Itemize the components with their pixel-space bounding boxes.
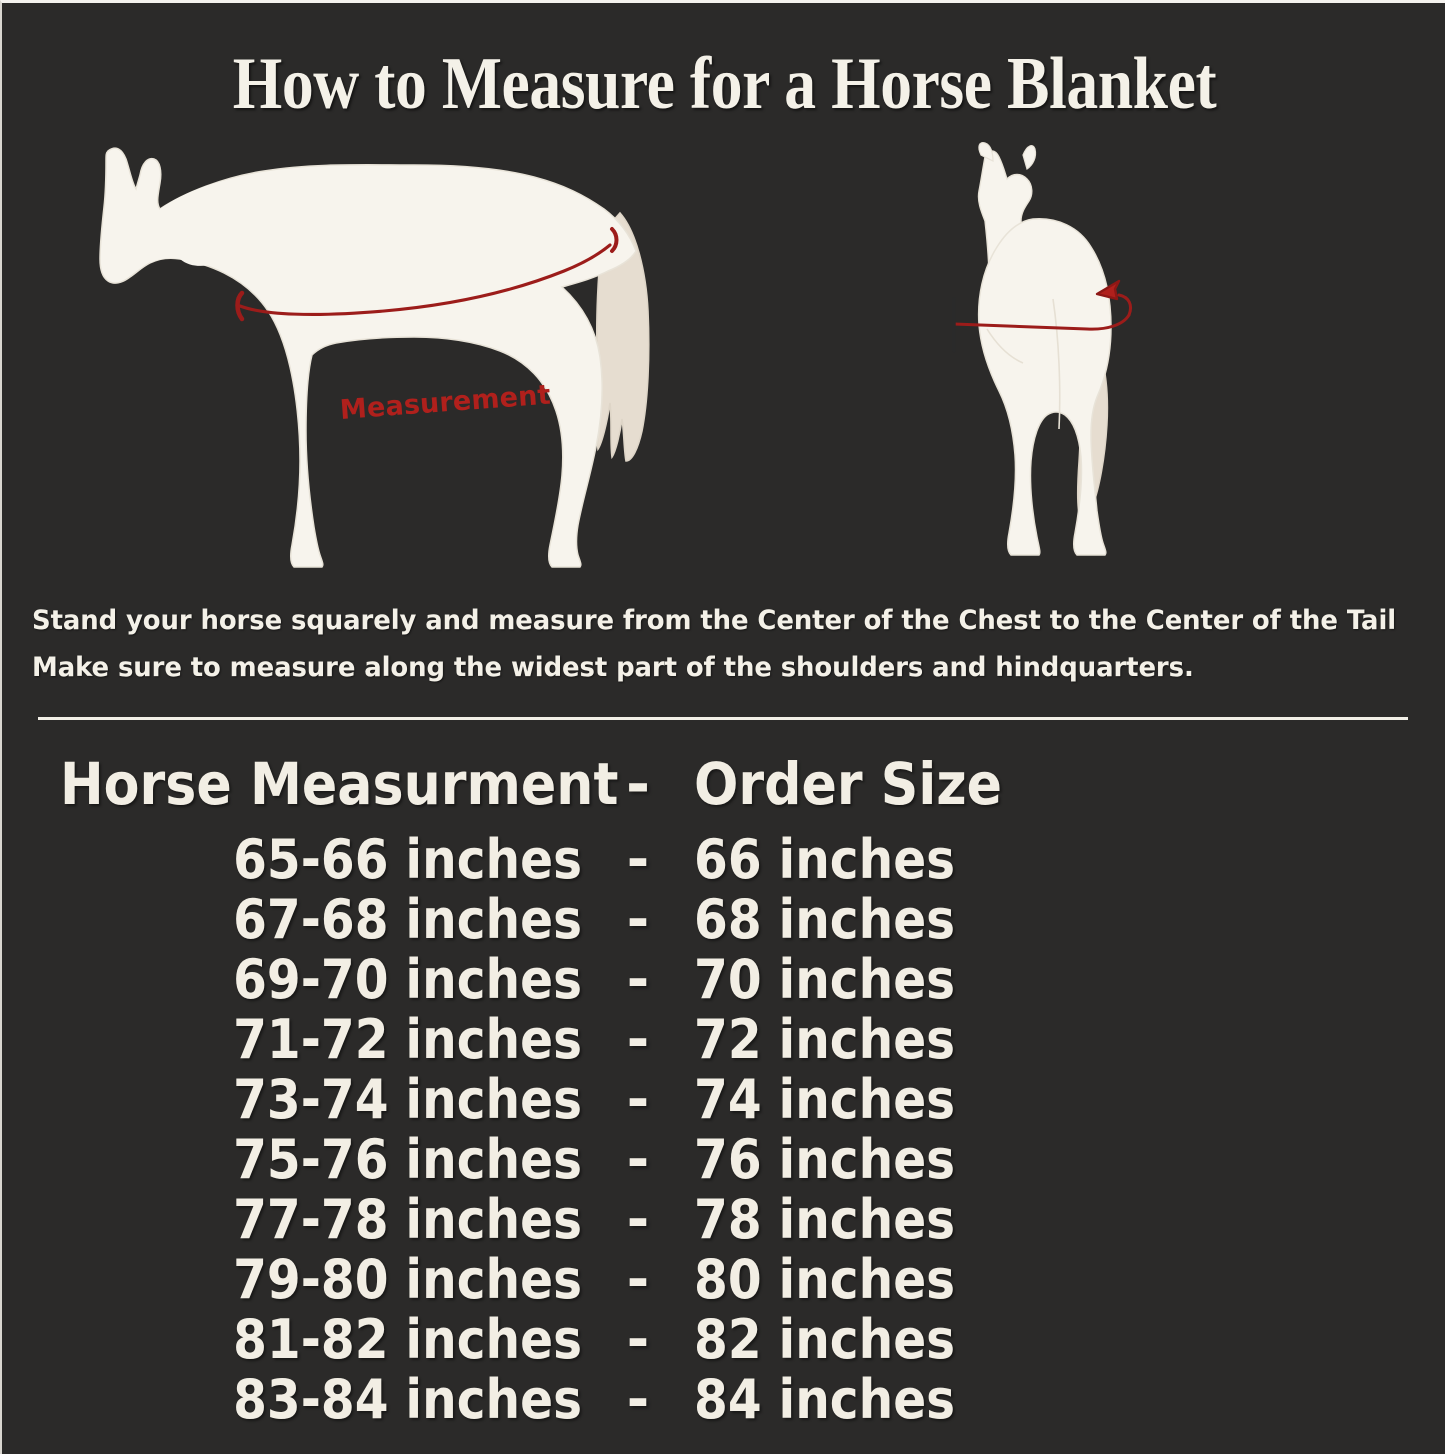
table-row: 69-70 inches - 70 inches [2,950,1445,1010]
cell-order-size: 84 inches [694,1368,956,1431]
size-chart-table: Horse Measurment - Order Size 65-66 inch… [2,738,1445,1430]
table-row: 73-74 inches - 74 inches [2,1070,1445,1130]
cell-horse-measurement: 71-72 inches [233,1008,582,1071]
instructions-line-1: Stand your horse squarely and measure fr… [32,605,1397,636]
cell-horse-measurement: 79-80 inches [233,1248,582,1311]
cell-order-size: 66 inches [694,828,956,891]
cell-separator: - [626,1008,650,1071]
table-row: 71-72 inches - 72 inches [2,1010,1445,1070]
cell-horse-measurement: 67-68 inches [233,888,582,951]
cell-separator: - [626,1308,650,1371]
table-row: 83-84 inches - 84 inches [2,1370,1445,1430]
cell-horse-measurement: 77-78 inches [233,1188,582,1251]
cell-order-size: 82 inches [694,1308,956,1371]
cell-order-size: 76 inches [694,1128,956,1191]
cell-order-size: 80 inches [694,1248,956,1311]
cell-order-size: 78 inches [694,1188,956,1251]
cell-order-size: 70 inches [694,948,956,1011]
column-header-separator: - [625,750,651,818]
cell-order-size: 68 inches [694,888,956,951]
cell-horse-measurement: 83-84 inches [233,1368,582,1431]
instructions-text: Stand your horse squarely and measure fr… [32,597,1397,691]
cell-horse-measurement: 65-66 inches [233,828,582,891]
cell-horse-measurement: 69-70 inches [233,948,582,1011]
cell-separator: - [626,1248,650,1311]
cell-separator: - [626,828,650,891]
cell-separator: - [626,1128,650,1191]
cell-order-size: 72 inches [694,1008,956,1071]
cell-horse-measurement: 81-82 inches [233,1308,582,1371]
table-row: 77-78 inches - 78 inches [2,1190,1445,1250]
table-row: 67-68 inches - 68 inches [2,890,1445,950]
table-row: 79-80 inches - 80 inches [2,1250,1445,1310]
table-row: 81-82 inches - 82 inches [2,1310,1445,1370]
cell-order-size: 74 inches [694,1068,956,1131]
cell-separator: - [626,1068,650,1131]
cell-separator: - [626,948,650,1011]
page-title: How to Measure for a Horse Blanket [232,43,1217,125]
instructions-line-2: Make sure to measure along the widest pa… [32,652,1194,683]
table-row: 65-66 inches - 66 inches [2,830,1445,890]
horse-side-view-illustration [64,131,704,571]
cell-separator: - [626,888,650,951]
cell-separator: - [626,1188,650,1251]
cell-horse-measurement: 73-74 inches [233,1068,582,1131]
table-header-row: Horse Measurment - Order Size [2,738,1445,830]
table-row: 75-76 inches - 76 inches [2,1130,1445,1190]
column-header-horse-measurement: Horse Measurment [60,750,619,818]
illustration-area: Measurement [2,131,1445,581]
horse-rear-view-illustration [927,139,1217,569]
cell-separator: - [626,1368,650,1431]
cell-horse-measurement: 75-76 inches [233,1128,582,1191]
section-divider [38,717,1408,720]
column-header-order-size: Order Size [694,750,1003,818]
